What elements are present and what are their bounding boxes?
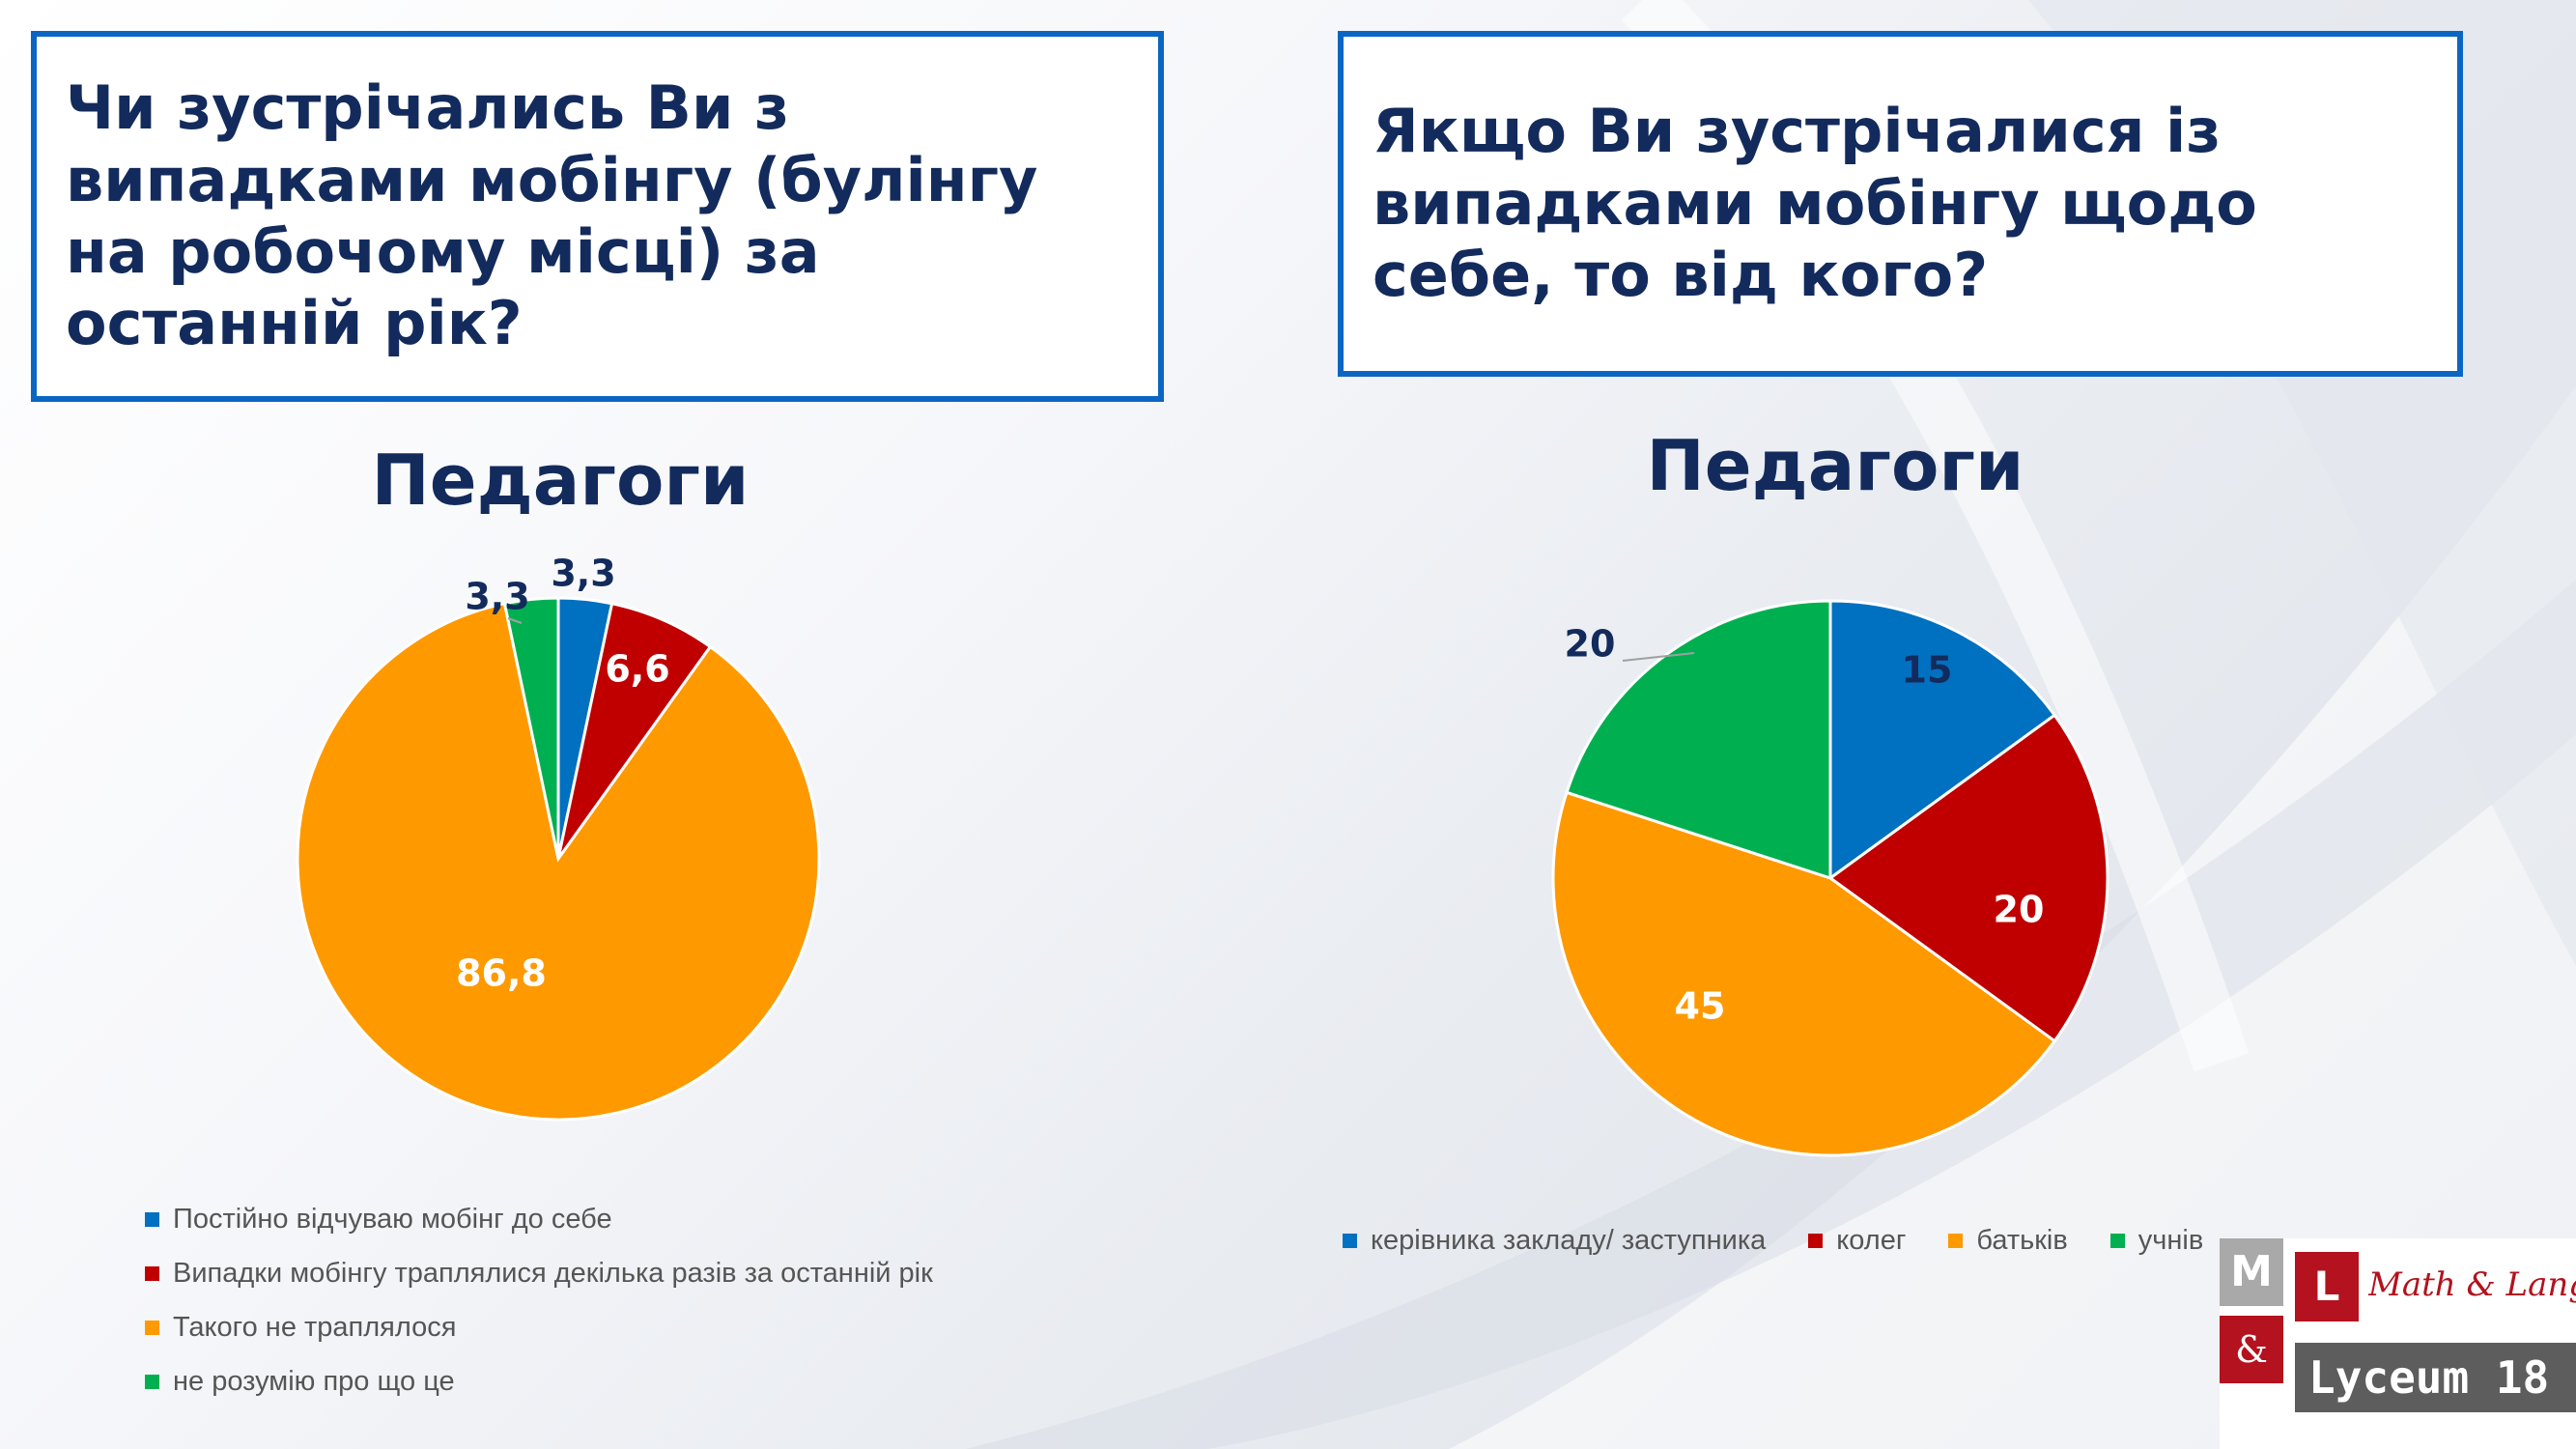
logo-ampersand: & [2220,1316,2283,1383]
legend-left-item-2-label: Випадки мобінгу траплялися декілька разі… [173,1257,933,1289]
pie2-leader-line-4 [1622,652,1695,662]
pie1-leader-line-4 [507,617,523,624]
legend-left-item-3-swatch [145,1320,159,1335]
pie1-data-label-3: 86,8 [456,952,547,995]
logo-m: M [2220,1238,2283,1306]
pie2-slice-4 [1565,599,1832,881]
question-box-right: Якщо Ви зустрічалися із випадками мобінг… [1338,31,2463,377]
logo-l: L [2295,1252,2359,1321]
pie1-slice-4 [502,596,560,860]
legend-left-item-1: Постійно відчуваю мобінг до себе [145,1192,933,1246]
legend-right-item-4: учнів [2109,1225,2204,1257]
question-left-text: Чи зустрічались Ви з випадками мобінгу (… [66,72,1038,359]
legend-right-item-2-swatch [1808,1234,1824,1248]
legend-left: Постійно відчуваю мобінг до себе Випадки … [145,1192,933,1408]
pie1-slice-3 [296,602,821,1122]
pie2-data-label-4: 20 [1565,623,1616,666]
pie1-data-label-4: 3,3 [465,576,529,618]
legend-left-item-2-swatch [145,1265,159,1281]
pie2-slice-1 [1828,599,2057,881]
legend-left-item-4: не розумію про що це [145,1354,933,1408]
pie2-data-label-3: 45 [1675,985,1726,1028]
legend-right-item-1-swatch [1343,1234,1357,1248]
pie1-data-label-1: 3,3 [551,553,615,595]
legend-left-item-4-label: не розумію про що це [173,1365,455,1397]
legend-right-item-2: колег [1808,1225,1906,1257]
legend-right-item-3: батьків [1948,1225,2068,1257]
question-right-text: Якщо Ви зустрічалися із випадками мобінг… [1373,96,2257,311]
pie2-slice-2 [1827,713,2109,1043]
pie2-slice-3 [1551,790,2057,1157]
legend-right-item-4-label: учнів [2137,1225,2204,1256]
legend-right-item-3-swatch [1948,1234,1964,1248]
pie1-data-label-2: 6,6 [605,648,669,691]
legend-left-item-1-label: Постійно відчуваю мобінг до себе [173,1203,612,1235]
pie2-data-label-2: 20 [1994,889,2045,931]
legend-left-item-3: Такого не траплялося [145,1300,933,1354]
pie2-data-label-1: 15 [1902,649,1953,692]
legend-left-item-2: Випадки мобінгу траплялися декілька разі… [145,1246,933,1300]
chart-title-right: Педагоги [1646,425,2024,506]
chart-title-left: Педагоги [371,440,750,521]
legend-right-item-2-label: колег [1836,1225,1907,1256]
legend-right-item-3-label: батьків [1976,1225,2068,1256]
question-box-left: Чи зустрічались Ви з випадками мобінгу (… [31,31,1164,402]
legend-left-item-1-swatch [145,1211,159,1227]
pie1-slice-2 [556,602,713,860]
legend-left-item-4-swatch [145,1374,159,1389]
legend-left-item-3-label: Такого не траплялося [173,1311,457,1343]
legend-right: керівника закладу/ заступника колег батькі… [1343,1225,2246,1257]
logo-lyceum-name: Lyceum 18 [2295,1343,2576,1412]
legend-right-item-4-swatch [2109,1234,2125,1248]
legend-right-item-1-label: керівника закладу/ заступника [1371,1225,1767,1256]
legend-right-item-1: керівника закладу/ заступника [1343,1225,1766,1257]
logo-script-text: Math & Languages [2368,1265,2576,1304]
